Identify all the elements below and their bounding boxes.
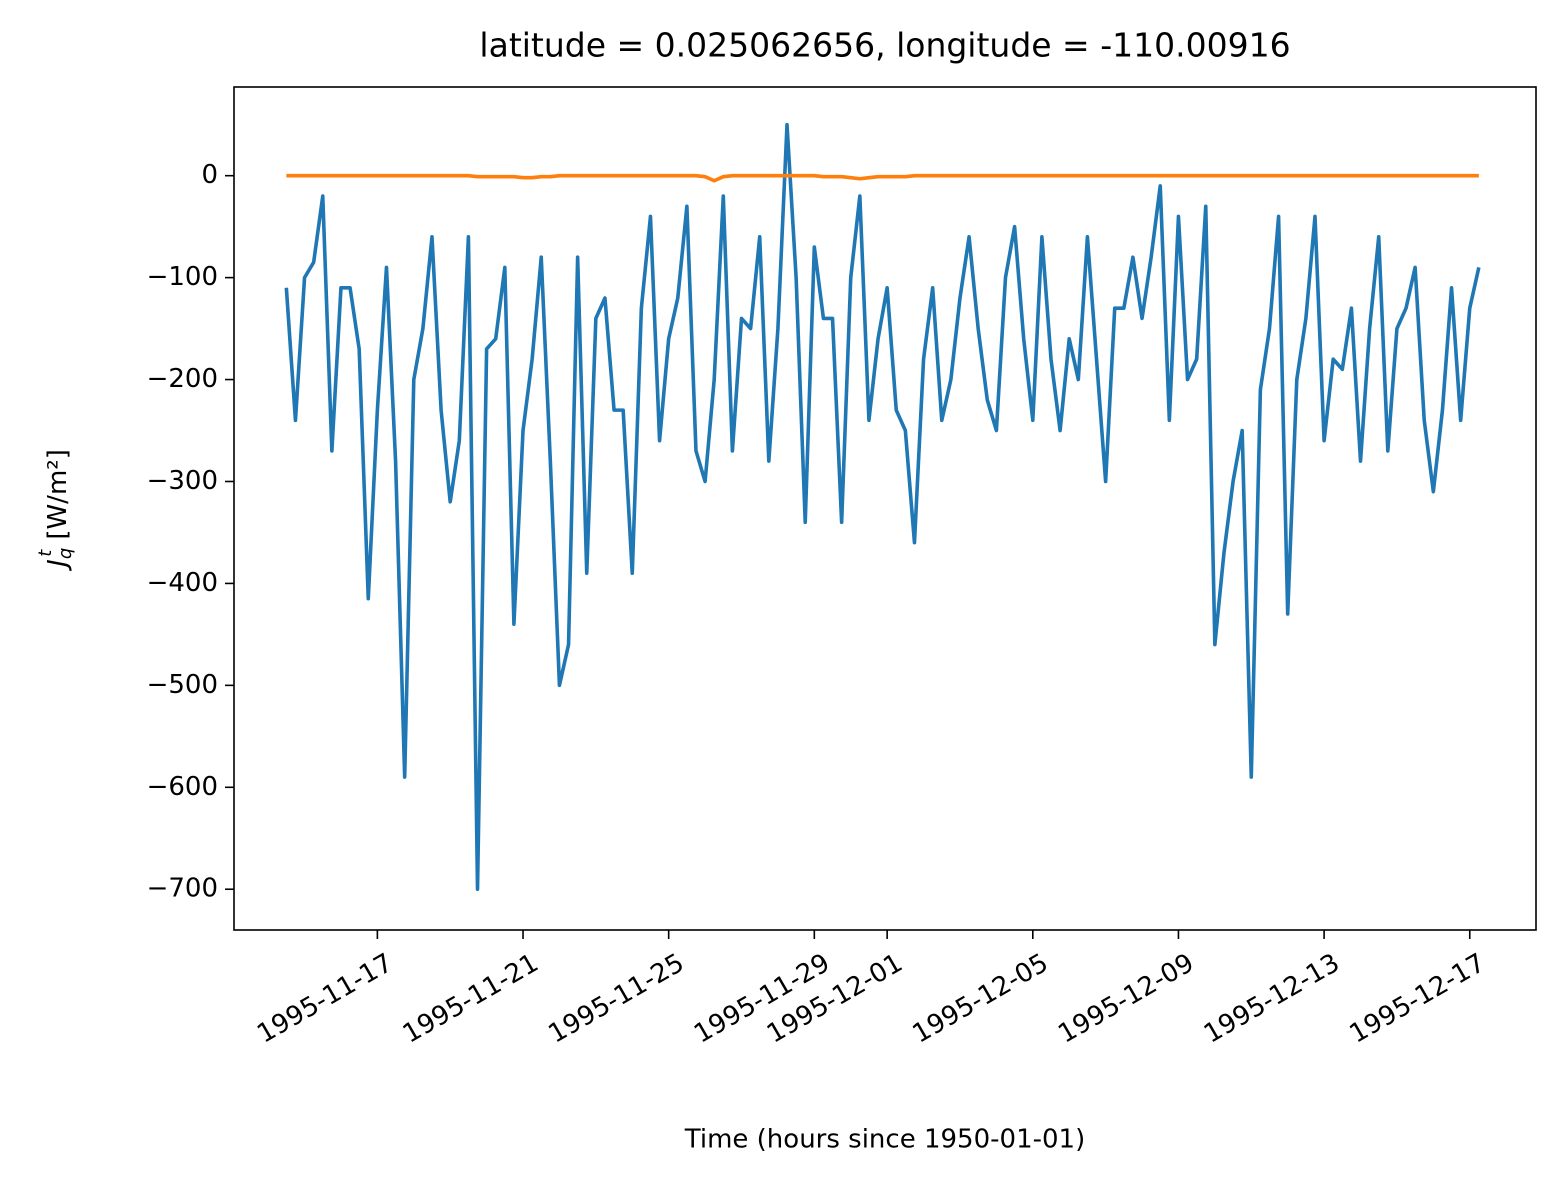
y-tick-label: −600: [147, 772, 218, 802]
x-tick-label: 1995-11-17: [252, 948, 398, 1050]
x-tick-label: 1995-12-09: [1053, 948, 1199, 1050]
y-tick-label: −700: [147, 874, 218, 904]
x-tick-label: 1995-11-25: [544, 948, 690, 1050]
y-axis-label: Jqt [W/m²]: [35, 449, 76, 572]
y-label-unit: [W/m²]: [43, 449, 73, 540]
x-tick-label: 1995-12-17: [1345, 948, 1491, 1050]
y-tick-label: −300: [147, 466, 218, 496]
x-tick-label: 1995-12-05: [908, 948, 1054, 1050]
y-tick-label: −100: [147, 262, 218, 292]
x-tick-label: 1995-11-21: [398, 948, 544, 1050]
y-label-sup: t: [35, 549, 56, 557]
y-tick-label: 0: [201, 160, 218, 190]
series-line: [286, 173, 1479, 183]
x-tick-label: 1995-12-13: [1199, 948, 1345, 1050]
series-line: [284, 122, 1481, 892]
y-tick-label: −500: [147, 670, 218, 700]
y-tick-label: −400: [147, 568, 218, 598]
y-tick-label: −200: [147, 364, 218, 394]
chart-title: latitude = 0.025062656, longitude = -110…: [479, 26, 1290, 65]
plot-frame: [233, 86, 1537, 931]
y-label-sub: q: [55, 548, 76, 559]
x-axis-label: Time (hours since 1950-01-01): [684, 1125, 1085, 1155]
y-label-symbol: J: [43, 559, 73, 572]
